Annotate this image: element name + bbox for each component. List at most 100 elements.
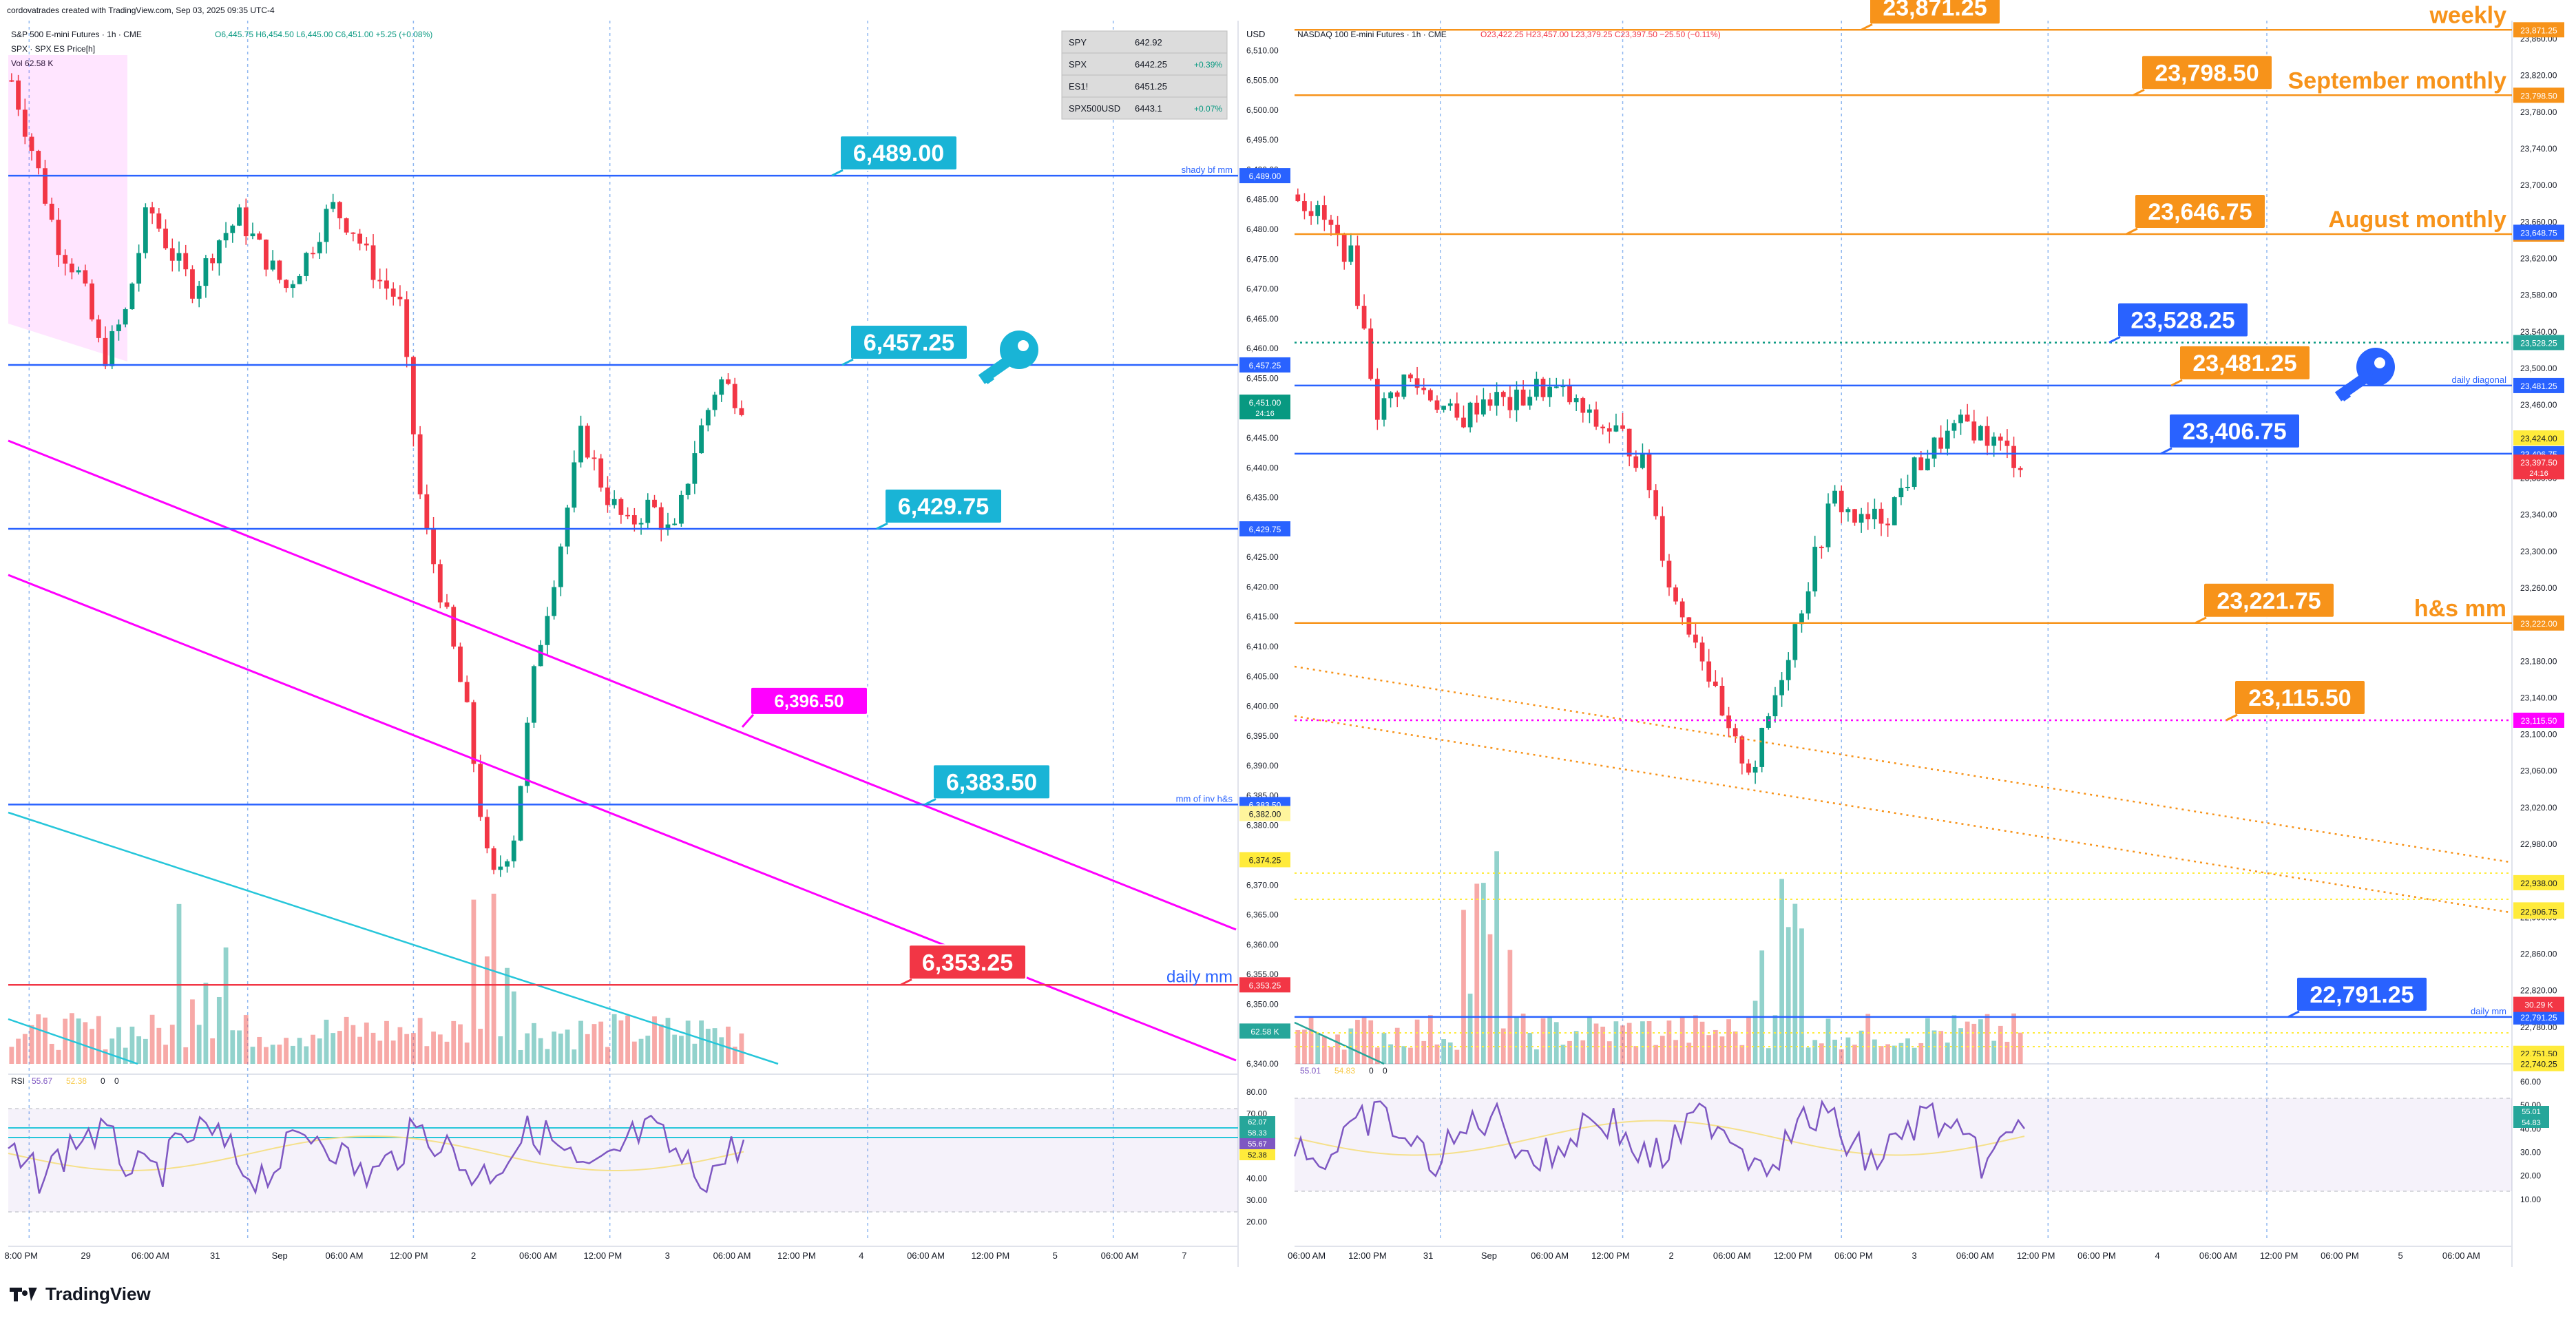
watchlist-symbol: ES1! xyxy=(1069,81,1088,92)
candle-body xyxy=(518,786,523,841)
rsi-axis-tick: 10.00 xyxy=(2520,1195,2541,1204)
price-axis-tick: 6,350.00 xyxy=(1246,999,1279,1009)
candle-body xyxy=(2018,468,2023,470)
candle-body xyxy=(1819,547,1824,549)
volume-bar xyxy=(591,1024,597,1064)
volume-bar xyxy=(1368,1020,1374,1064)
level-callout-pointer xyxy=(900,978,912,986)
volume-bar xyxy=(1335,1034,1340,1064)
rsi-ma-line xyxy=(8,1135,744,1171)
price-axis-tick: 6,500.00 xyxy=(1246,105,1279,115)
level-callout-box xyxy=(2179,344,2311,381)
candle-body xyxy=(1759,727,1765,767)
level-callout-box xyxy=(2168,412,2301,449)
candle-body xyxy=(1746,763,1751,773)
volume-bar xyxy=(1845,1037,1851,1064)
volume-bar xyxy=(1500,1028,1506,1064)
level-callout-label: 6,396.50 xyxy=(774,691,844,711)
level-callout-box xyxy=(2117,302,2249,338)
level-callout: 23,481.25 xyxy=(2170,344,2311,387)
candle-body xyxy=(1766,716,1771,728)
tradingview-brand: TradingView xyxy=(45,1284,151,1304)
candle-body xyxy=(591,457,597,459)
price-axis-tick: 6,340.00 xyxy=(1246,1059,1279,1069)
volume-bar xyxy=(631,1041,637,1064)
level-callout-label: 23,798.50 xyxy=(2155,60,2259,86)
volume-bar xyxy=(364,1023,369,1064)
candle-body xyxy=(1408,374,1413,379)
level-callout-pointer xyxy=(2195,616,2207,625)
price-axis-tick: 6,395.00 xyxy=(1246,731,1279,741)
candle-body xyxy=(498,866,503,870)
price-axis-tick: 6,355.00 xyxy=(1246,970,1279,979)
volume-bar xyxy=(2018,1032,2023,1064)
volume-bar xyxy=(1494,851,1500,1064)
level-callout-pointer xyxy=(876,522,888,530)
price-axis-tag-label: 62.58 K xyxy=(1250,1027,1279,1036)
candle-body xyxy=(1620,425,1625,429)
candle-body xyxy=(484,817,490,849)
volume-bar xyxy=(357,1036,362,1064)
candle-body xyxy=(1593,409,1599,427)
time-axis-label: 06:00 PM xyxy=(2321,1250,2359,1261)
volume-bar xyxy=(183,1047,189,1064)
candle-body xyxy=(1613,425,1619,432)
rsi-axis-tick: 30.00 xyxy=(2520,1148,2541,1157)
level-callout-pointer xyxy=(831,169,844,177)
volume-bar xyxy=(1640,1021,1645,1064)
candle-body xyxy=(565,507,570,547)
time-axis-label: 12:00 PM xyxy=(2017,1250,2055,1261)
volume-bar xyxy=(311,1034,315,1064)
volume-bar xyxy=(558,1034,563,1064)
volume-bar xyxy=(2004,1041,2010,1064)
volume-bar xyxy=(9,1047,14,1064)
volume-bar xyxy=(658,1024,664,1064)
volume-bar xyxy=(1732,1031,1738,1064)
candle-body xyxy=(585,426,590,458)
level-callout-box xyxy=(2134,193,2266,229)
volume-bar xyxy=(1766,1048,1771,1064)
volume-bar xyxy=(1918,1043,1924,1064)
candle-body xyxy=(631,515,637,525)
volume-bar xyxy=(284,1038,289,1064)
volume-bar xyxy=(625,1015,631,1064)
level-callout-pointer xyxy=(924,798,936,806)
candle-body xyxy=(176,253,182,261)
price-axis-tag xyxy=(2513,87,2564,103)
time-axis-label: 29 xyxy=(81,1250,90,1261)
level-callout-box xyxy=(850,324,968,360)
level-note: weekly xyxy=(2429,2,2506,28)
level-callout-pointer xyxy=(2287,1010,2300,1018)
candle-body xyxy=(290,284,295,289)
candle-body xyxy=(390,289,396,297)
volume-bar xyxy=(76,1018,81,1064)
price-axis-tick: 6,470.00 xyxy=(1246,284,1279,294)
price-axis-tick: 6,360.00 xyxy=(1246,940,1279,950)
volume-bar xyxy=(290,1045,295,1064)
volume-bar xyxy=(1447,1042,1453,1064)
volume-bar xyxy=(243,1015,249,1064)
trendline-orange xyxy=(1294,665,2511,863)
candle-body xyxy=(611,499,617,505)
candle-body xyxy=(545,616,550,645)
candle-body xyxy=(532,666,536,723)
volume-bar xyxy=(611,1014,617,1064)
volume-bar xyxy=(1945,1043,1950,1064)
rsi-legend-label: RSI xyxy=(11,1076,25,1086)
rsi-tag xyxy=(2513,1106,2549,1117)
volume-bar xyxy=(1520,1014,1526,1064)
candle-body xyxy=(216,240,222,264)
candle-body xyxy=(1474,402,1480,415)
candle-body xyxy=(397,296,403,300)
candle-body xyxy=(638,523,644,525)
candle-body xyxy=(578,426,583,463)
volume-bar xyxy=(1308,1016,1314,1064)
candle-body xyxy=(538,645,543,667)
volume-bar xyxy=(1467,994,1473,1064)
volume-bar xyxy=(96,1016,101,1064)
candle-body xyxy=(1295,194,1301,202)
volume-bar xyxy=(410,1033,416,1064)
volume-bar xyxy=(1341,1049,1347,1064)
watchlist-symbol: SPX xyxy=(1069,59,1087,70)
